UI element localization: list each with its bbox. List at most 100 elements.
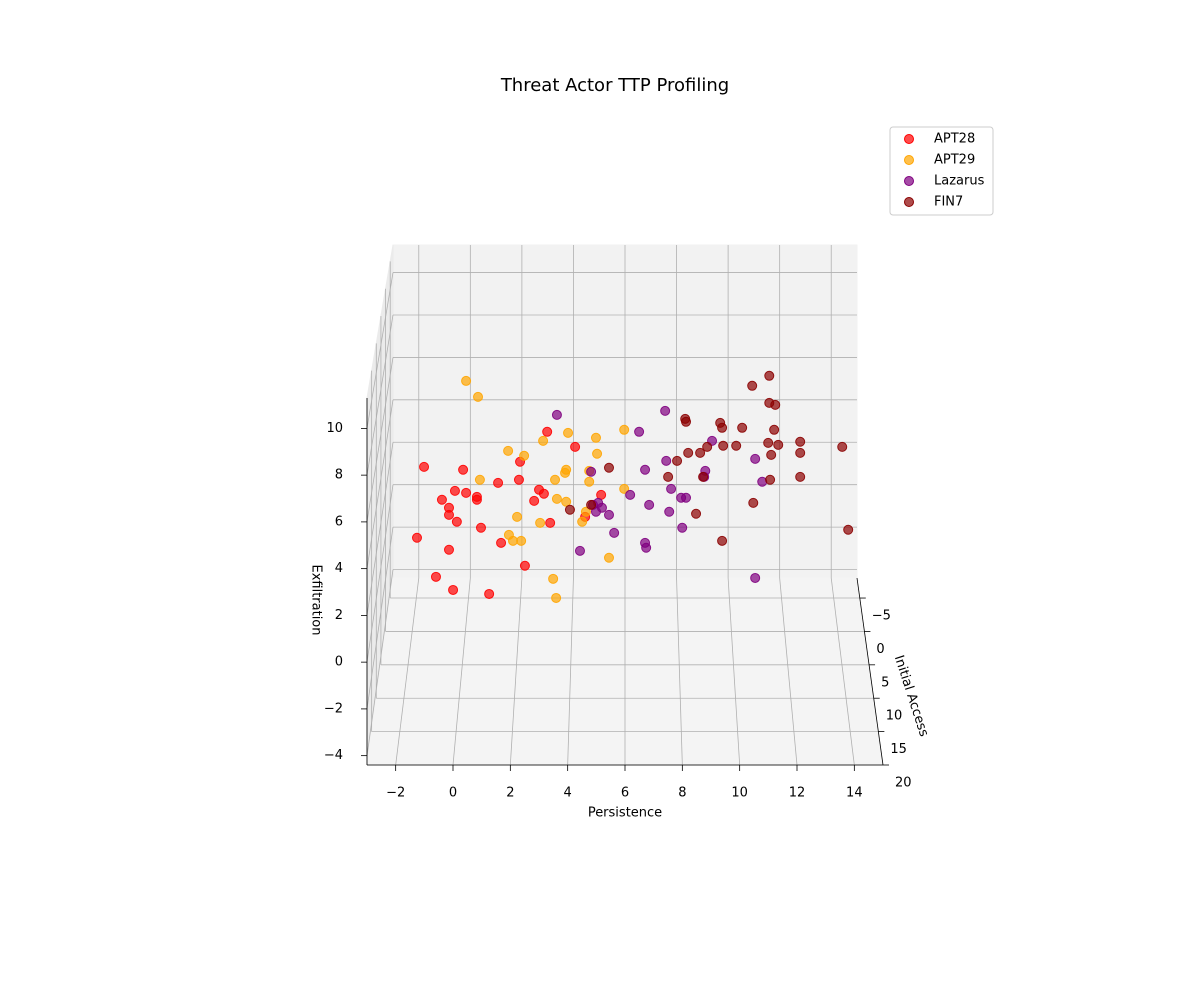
point: [535, 517, 546, 528]
point: [561, 464, 572, 475]
point: [683, 447, 694, 458]
grid-line: [727, 577, 741, 766]
legend-marker: [904, 155, 914, 165]
legend-label: APT29: [934, 153, 975, 168]
point: [677, 522, 688, 533]
point: [529, 495, 540, 506]
point: [551, 493, 562, 504]
grid-line: [366, 527, 394, 709]
point: [681, 492, 692, 503]
point: [513, 474, 524, 485]
point: [443, 509, 454, 520]
z-tick-label: 4: [335, 561, 343, 576]
grid-line: [676, 577, 683, 766]
grid-line: [366, 314, 394, 476]
point: [634, 426, 645, 437]
point: [843, 524, 854, 535]
legend-label: Lazarus: [934, 174, 985, 189]
grid-line: [567, 577, 574, 766]
point: [750, 572, 761, 583]
z-tick-label: 6: [335, 514, 343, 529]
z-axis-label: Exfiltration: [309, 564, 324, 635]
point: [586, 499, 597, 510]
point: [592, 448, 603, 459]
point: [748, 497, 759, 508]
point: [584, 476, 595, 487]
point: [795, 447, 806, 458]
point: [551, 592, 562, 603]
x-tick-label: 10: [731, 786, 748, 801]
legend: APT28 APT29 Lazarus FIN7: [889, 126, 994, 216]
point: [551, 409, 562, 420]
z-tick-label: 2: [335, 608, 343, 623]
point: [609, 527, 620, 538]
point: [449, 485, 460, 496]
z-tick-label: 0: [335, 655, 343, 670]
grid-line: [509, 577, 523, 766]
point: [660, 405, 671, 416]
point: [640, 464, 651, 475]
grid-line: [366, 442, 394, 616]
point: [837, 441, 848, 452]
point: [691, 508, 702, 519]
y-tick-label: 10: [886, 709, 903, 724]
point: [484, 588, 495, 599]
points: [411, 370, 854, 603]
x-tick-label: 8: [678, 786, 686, 801]
z-tick-label: 10: [326, 421, 343, 436]
point: [570, 441, 581, 452]
y-axis-line: [856, 577, 884, 766]
point: [770, 399, 781, 410]
x-tick-label: 0: [449, 786, 457, 801]
point: [564, 504, 575, 515]
grid-line: [366, 357, 394, 522]
x-tick-label: 4: [564, 786, 572, 801]
point: [503, 445, 514, 456]
grid-line: [779, 577, 798, 766]
legend-label: FIN7: [934, 195, 963, 210]
point: [577, 516, 588, 527]
x-axis-label: Persistence: [588, 806, 662, 821]
point: [545, 517, 556, 528]
point: [795, 471, 806, 482]
point: [461, 487, 472, 498]
grid-line: [395, 577, 420, 766]
point: [664, 506, 675, 517]
y-tick-label: 15: [890, 742, 907, 757]
point: [795, 436, 806, 447]
point: [619, 424, 630, 435]
legend-marker: [904, 134, 914, 144]
point: [766, 449, 777, 460]
point: [765, 474, 776, 485]
point: [763, 437, 774, 448]
z-tick-label: 8: [335, 468, 343, 483]
z-tick-label: −4: [324, 748, 343, 763]
point: [603, 509, 614, 520]
grid-line: [830, 577, 855, 766]
point: [661, 455, 672, 466]
point: [603, 552, 614, 563]
point: [563, 427, 574, 438]
legend-marker: [904, 176, 914, 186]
y-tick-label: 0: [876, 642, 884, 657]
point: [516, 535, 527, 546]
grid-line: [366, 272, 394, 429]
point: [641, 542, 652, 553]
point: [519, 560, 530, 571]
y-tick-label: −5: [872, 609, 891, 624]
point: [574, 545, 585, 556]
legend-label: APT28: [934, 132, 975, 147]
x-tick-label: 6: [621, 786, 629, 801]
point: [717, 535, 728, 546]
point: [451, 516, 462, 527]
point: [493, 477, 504, 488]
point: [695, 447, 706, 458]
grid-line: [366, 569, 394, 756]
z-tick-label: −2: [324, 701, 343, 716]
x-tick-label: −2: [386, 786, 405, 801]
point: [474, 474, 485, 485]
point: [496, 537, 507, 548]
point: [750, 453, 761, 464]
point: [644, 499, 655, 510]
